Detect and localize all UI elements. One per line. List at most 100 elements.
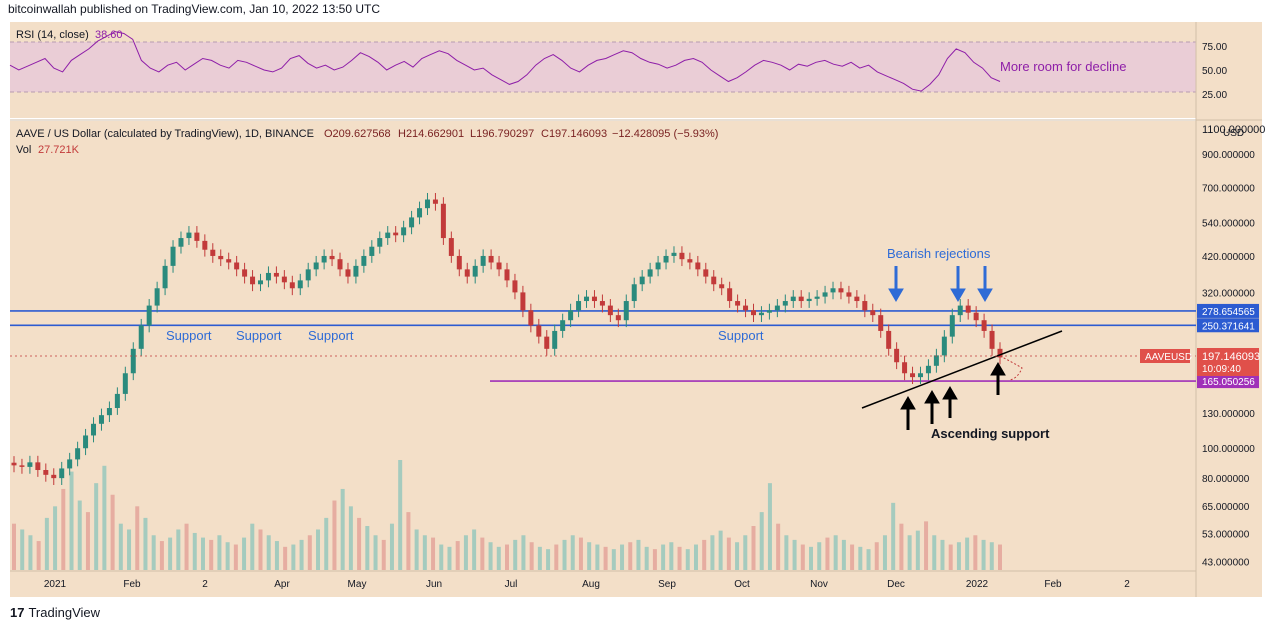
ohlc-change: −12.428095 (−5.93%) [612, 128, 718, 140]
volume-bar [685, 549, 690, 570]
candle-body [679, 252, 685, 260]
candle-body [345, 269, 351, 277]
volume-bar [217, 535, 222, 570]
volume-bar [858, 546, 863, 570]
x-tick-label: May [348, 579, 367, 590]
projection-dotted-path [999, 355, 1023, 381]
candle-body [297, 280, 303, 289]
candle-body [273, 272, 279, 277]
volume-bar [693, 544, 698, 570]
volume-bar [718, 530, 723, 570]
candle-body [353, 265, 359, 277]
x-tick-label: 2 [202, 579, 208, 590]
candle-body [281, 276, 287, 283]
volume-bar [817, 542, 822, 570]
rsi-y-tick: 75.00 [1202, 42, 1227, 53]
volume-bar [792, 539, 797, 570]
volume-bar [53, 506, 58, 570]
volume-bar [948, 544, 953, 570]
price-y-tick: 700.000000 [1202, 184, 1255, 195]
candle-body [464, 269, 470, 277]
tradingview-footer[interactable]: 17 TradingView [10, 605, 100, 620]
x-tick-label: Apr [274, 579, 290, 590]
candle-body [695, 262, 701, 270]
volume-bar [562, 539, 567, 570]
candle-body [186, 232, 192, 239]
x-tick-label: Jul [505, 579, 518, 590]
candle-body [106, 408, 112, 416]
candle-body [743, 305, 749, 311]
candle-body [496, 262, 502, 270]
volume-bar [176, 529, 181, 570]
volume-bar [496, 546, 501, 570]
volume-bar [529, 542, 534, 570]
candle-body [870, 310, 876, 316]
volume-bar [570, 535, 575, 570]
volume-bar [587, 542, 592, 570]
volume-bar [209, 539, 214, 570]
candle-body [337, 259, 343, 270]
candle-body [846, 292, 852, 297]
svg-text:AAVEUSD: AAVEUSD [1145, 352, 1192, 363]
price-pane-background [10, 121, 1196, 571]
candle-body [361, 255, 367, 266]
top-y-tick: 1100.000000 [1202, 124, 1265, 136]
level-badge-label: 278.654565 [1202, 307, 1255, 318]
volume-bar [488, 542, 493, 570]
candle-body [607, 305, 613, 316]
volume-bar [168, 537, 173, 570]
volume-bar [767, 483, 772, 570]
price-y-tick: 43.000000 [1202, 557, 1250, 568]
candle-body [647, 269, 653, 277]
candle-body [377, 238, 383, 247]
volume-bar [751, 526, 756, 570]
candle-body [814, 296, 820, 299]
candle-body [599, 301, 605, 306]
volume-bar [661, 544, 666, 570]
candle-body [67, 459, 73, 469]
candle-body [886, 330, 892, 349]
volume-bar [94, 483, 99, 570]
candle-body [552, 330, 558, 349]
candle-body [917, 373, 923, 378]
candle-body [973, 312, 979, 321]
support-label-2: Support [236, 328, 282, 343]
x-tick-label: Feb [123, 579, 141, 590]
ohlc-low: L196.790297 [470, 128, 534, 140]
candle-body [154, 288, 160, 306]
volume-bar [874, 542, 879, 570]
candle-body [122, 373, 128, 394]
volume-bar [184, 523, 189, 570]
candle-body [480, 255, 486, 266]
candle-body [170, 246, 176, 266]
candle-body [758, 312, 764, 316]
candle-body [591, 296, 597, 302]
current-price-badge: AAVEUSD 197.146093 10:09:40 [1140, 348, 1260, 376]
candle-body [432, 199, 438, 204]
up-arrow-icon [990, 362, 1006, 395]
candle-body [989, 330, 995, 349]
candle-body [798, 296, 804, 302]
x-axis-labels: 2021 Feb 2 Apr May Jun Jul Aug Sep Oct Nov Dec 2022 F… [44, 579, 1130, 590]
volume-bar [841, 539, 846, 570]
candle-body [313, 262, 319, 270]
candle-body [218, 255, 224, 260]
volume-bar [12, 523, 16, 570]
support-label-1: Support [166, 328, 212, 343]
up-arrow-icon [924, 390, 940, 424]
volume-bar [866, 549, 871, 570]
ascending-trendline [861, 330, 1063, 409]
rsi-overbought-band [10, 42, 1196, 92]
candle-body [981, 320, 987, 331]
volume-bar [899, 523, 904, 570]
volume-bar [233, 544, 238, 570]
volume-bar [850, 544, 855, 570]
candlesticks [11, 192, 1003, 486]
candle-body [393, 232, 399, 236]
volume-bar [743, 535, 748, 570]
candle-body [178, 238, 184, 247]
x-tick-label: Aug [582, 579, 600, 590]
volume-bar [242, 537, 247, 570]
volume-bar [20, 529, 25, 570]
rsi-y-tick: 25.00 [1202, 90, 1227, 101]
